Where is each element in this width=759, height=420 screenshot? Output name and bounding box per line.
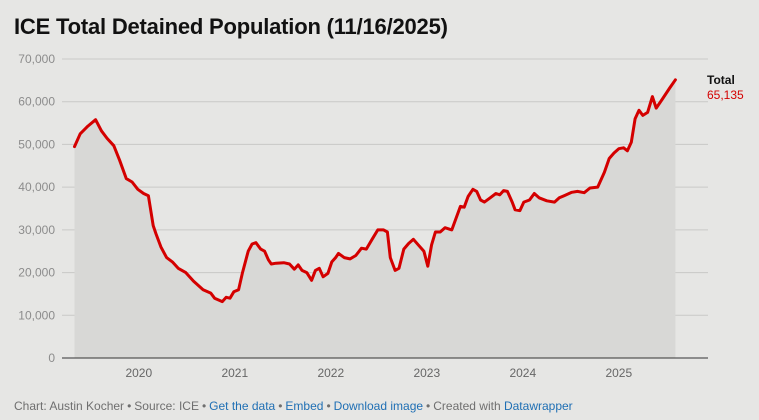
- y-tick-label: 60,000: [18, 95, 55, 109]
- x-tick-label: 2022: [317, 366, 344, 380]
- download-image-link[interactable]: Download image: [333, 399, 424, 413]
- y-tick-label: 30,000: [18, 223, 55, 237]
- series-label-total: Total: [707, 73, 735, 87]
- y-tick-label: 70,000: [18, 52, 55, 66]
- x-tick-label: 2020: [125, 366, 152, 380]
- chart-canvas: 0 10,000 20,000 30,000 40,000 50,000 60,000 70,…: [18, 52, 744, 380]
- y-tick-label: 0: [48, 351, 55, 365]
- series-last-value: 65,135: [707, 88, 744, 102]
- y-axis: 0 10,000 20,000 30,000 40,000 50,000 60,000 70,…: [18, 52, 55, 365]
- x-tick-label: 2025: [605, 366, 632, 380]
- chart-title: ICE Total Detained Population (11/16/202…: [14, 14, 448, 39]
- y-tick-label: 20,000: [18, 266, 55, 280]
- x-axis: 2020 2021 2022 2023 2024 2025: [125, 366, 632, 380]
- series-line-total: [73, 78, 677, 304]
- y-tick-label: 10,000: [18, 308, 55, 322]
- chart-credit: Chart: Austin Kocher: [14, 399, 125, 413]
- datawrapper-link[interactable]: Datawrapper: [503, 399, 573, 413]
- source-note: Source: ICE: [134, 399, 199, 413]
- x-tick-label: 2021: [221, 366, 248, 380]
- x-tick-label: 2023: [413, 366, 440, 380]
- y-tick-label: 50,000: [18, 137, 55, 151]
- series-area-total: [74, 79, 676, 359]
- footer: Chart: Austin Kocher • Source: ICE • Get the…: [14, 399, 573, 413]
- get-the-data-link[interactable]: Get the data: [209, 399, 276, 413]
- created-with-text: Created with: [433, 399, 501, 413]
- y-tick-label: 40,000: [18, 180, 55, 194]
- embed-link[interactable]: Embed: [285, 399, 324, 413]
- x-tick-label: 2024: [509, 366, 536, 380]
